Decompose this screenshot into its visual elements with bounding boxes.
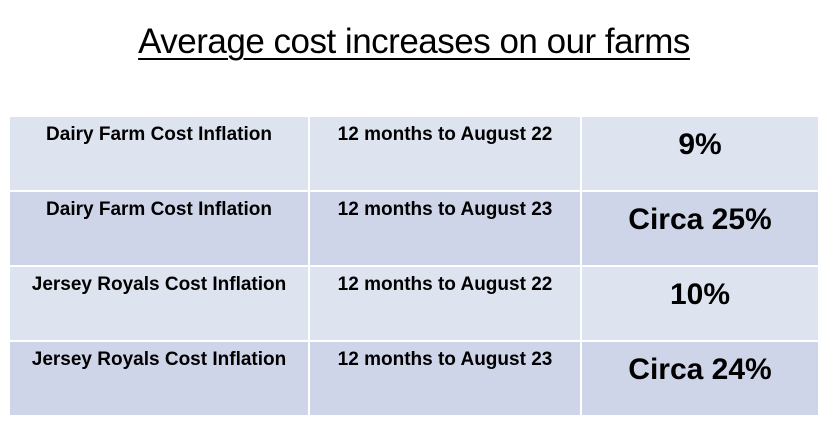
cell: Circa 24% <box>580 340 820 417</box>
cell: 12 months to August 22 <box>308 265 582 342</box>
cell: 12 months to August 23 <box>308 340 582 417</box>
cost-table: Dairy Farm Cost Inflation 12 months to A… <box>8 115 820 417</box>
cell: 12 months to August 22 <box>308 115 582 192</box>
cell: 9% <box>580 115 820 192</box>
table-row: Dairy Farm Cost Inflation 12 months to A… <box>8 115 820 192</box>
cell: 12 months to August 23 <box>308 190 582 267</box>
table-row: Jersey Royals Cost Inflation 12 months t… <box>8 265 820 342</box>
cell: Dairy Farm Cost Inflation <box>8 115 310 192</box>
table-row: Jersey Royals Cost Inflation 12 months t… <box>8 340 820 417</box>
cell: Jersey Royals Cost Inflation <box>8 340 310 417</box>
cell: Jersey Royals Cost Inflation <box>8 265 310 342</box>
title: Average cost increases on our farms <box>138 22 690 61</box>
cell: Dairy Farm Cost Inflation <box>8 190 310 267</box>
cell: Circa 25% <box>580 190 820 267</box>
cell: 10% <box>580 265 820 342</box>
table-row: Dairy Farm Cost Inflation 12 months to A… <box>8 190 820 267</box>
